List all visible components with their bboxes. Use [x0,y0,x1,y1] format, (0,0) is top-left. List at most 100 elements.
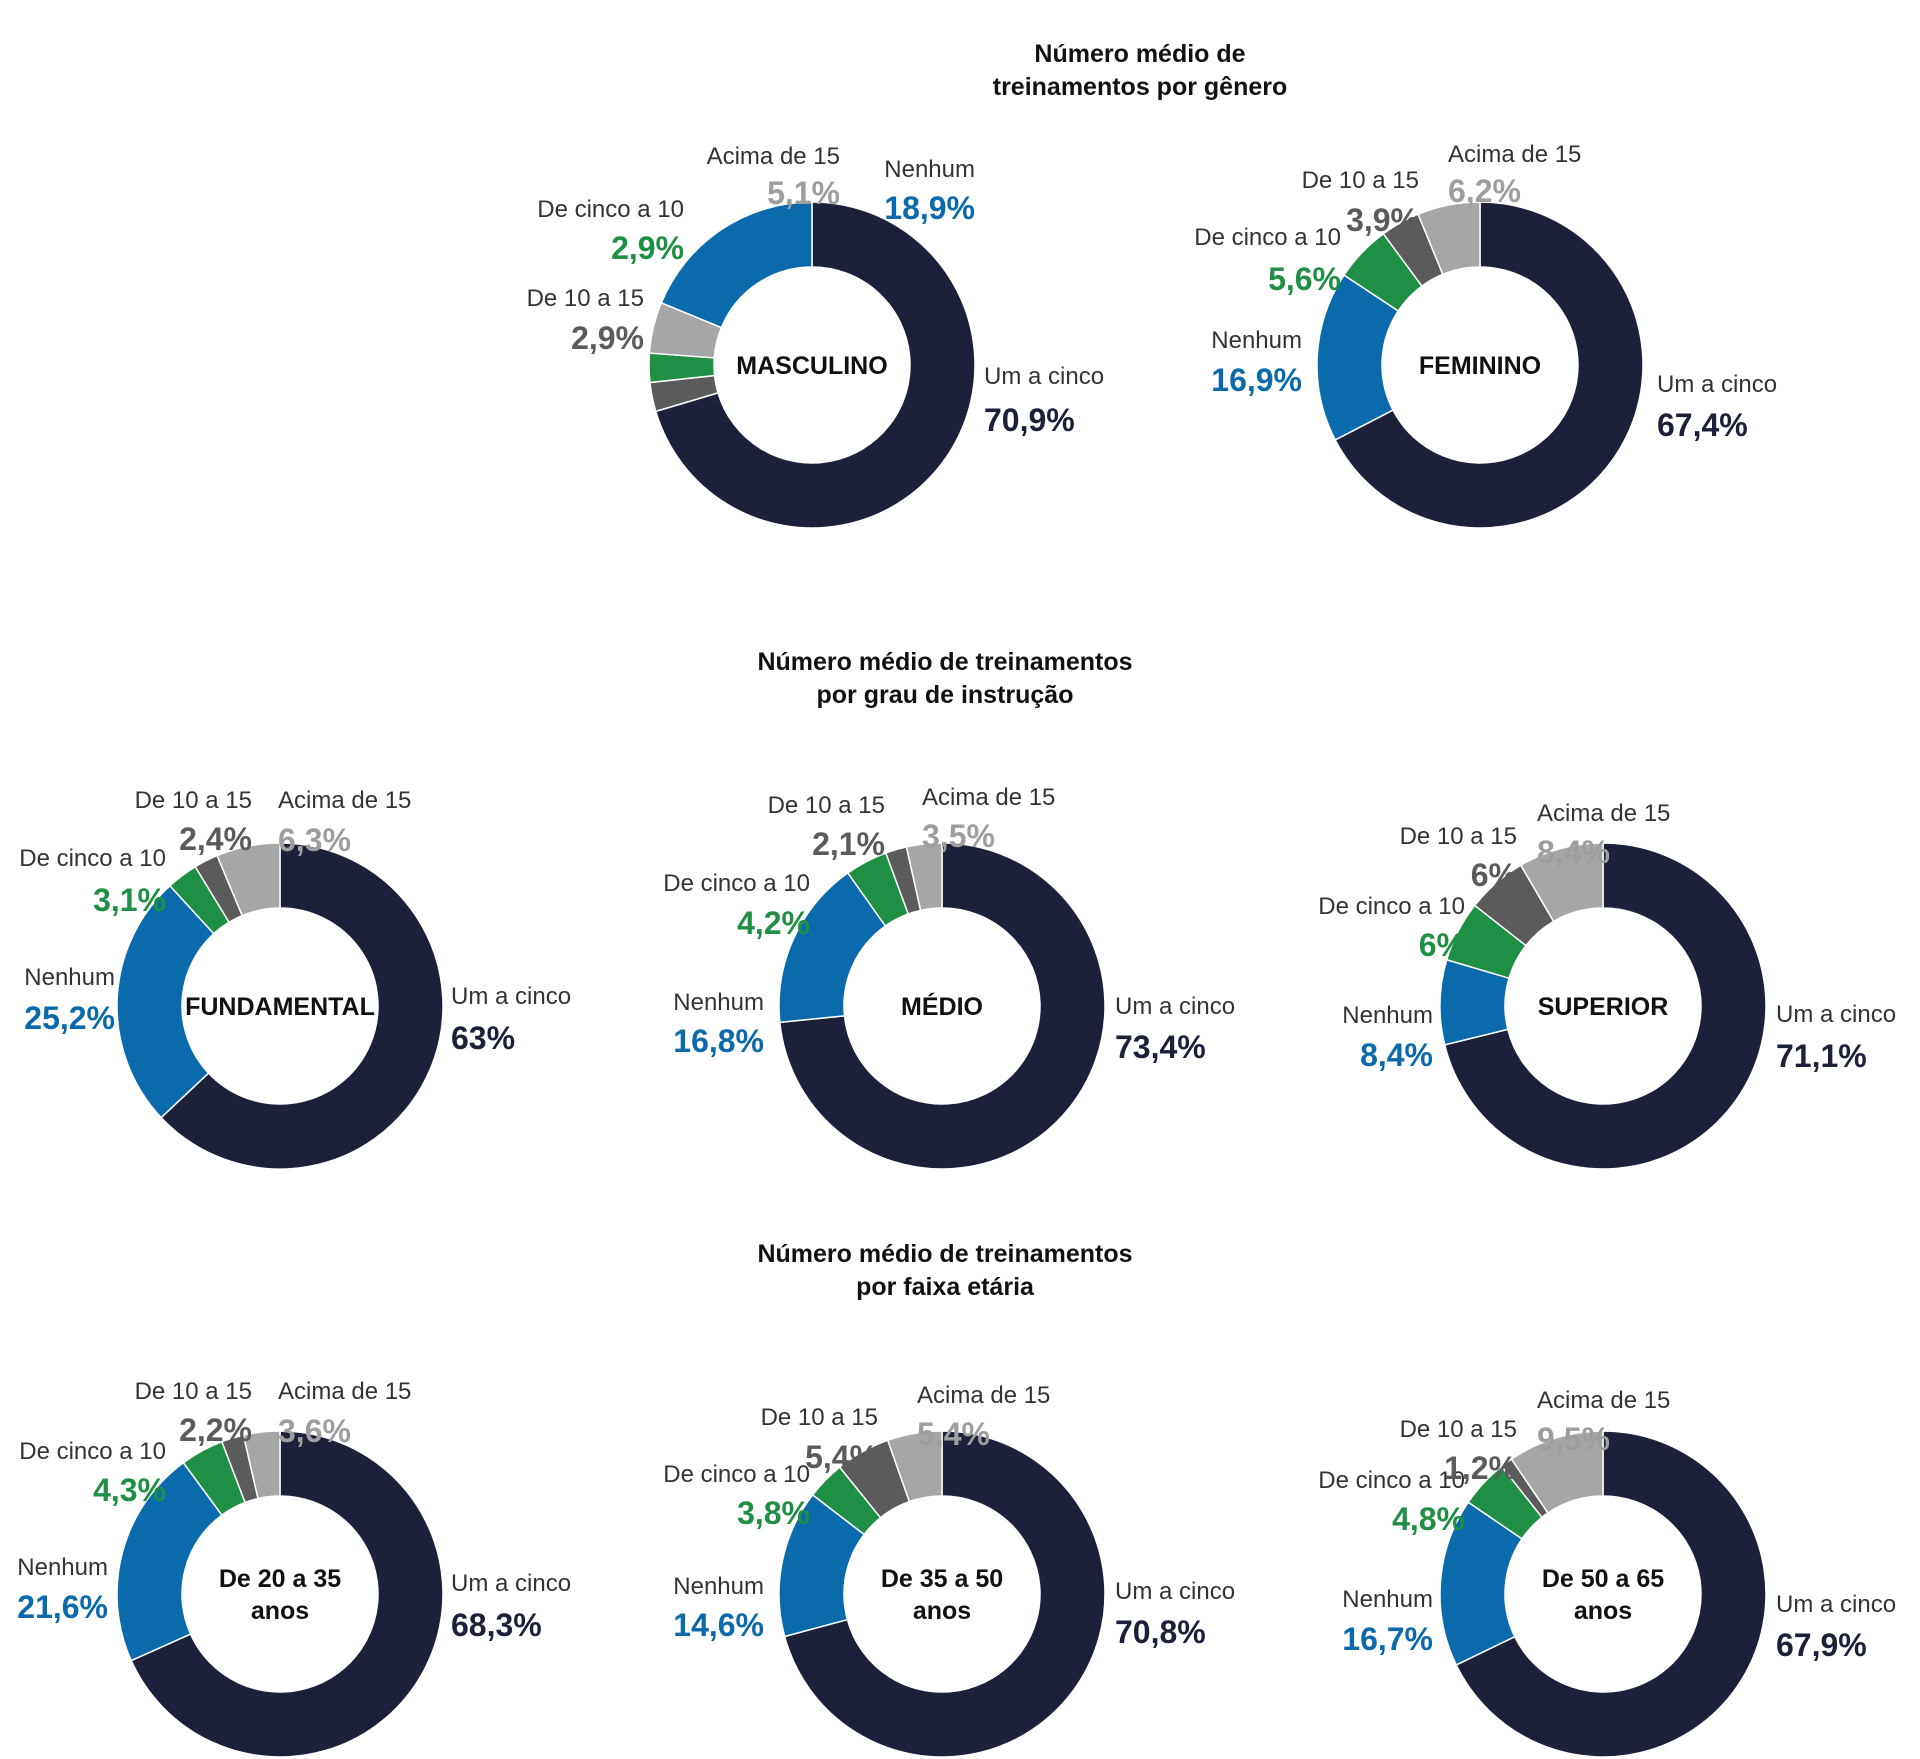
slice-label-de-cinco-a-10: De cinco a 10 [663,1461,810,1488]
donut-chart-de-20-a-35-anos: De 20 a 35 anos Um a cinco 68,3% Nenhum 21,6%… [17,1378,571,1758]
center-label: SUPERIOR [1538,993,1669,1021]
slice-nenhum [116,884,215,1119]
donut-chart-medio: MÉDIO Um a cinco 73,4% Nenhum 16,8% De cinco … [663,784,1235,1170]
slice-pct-um-a-cinco: 67,9% [1776,1627,1867,1663]
slice-um-a-cinco [654,201,976,529]
slice-pct-de-cinco-a-10: 4,8% [1392,1501,1465,1537]
slice-pct-de-cinco-a-10: 3,1% [93,882,166,918]
slice-pct-de-10-a-15: 6% [1471,857,1517,893]
slice-pct-nenhum: 16,8% [673,1023,764,1059]
slice-label-acima-de-15: Acima de 15 [917,1382,1050,1409]
center-label: FUNDAMENTAL [185,993,375,1021]
slice-label-de-10-a-15: De 10 a 15 [527,285,644,312]
slice-label-acima-de-15: Acima de 15 [707,143,840,170]
slice-acima-de-15 [905,842,943,912]
slice-label-nenhum: Nenhum [673,989,764,1016]
slice-pct-de-10-a-15: 2,9% [571,320,644,356]
center-label: anos [1574,1597,1632,1625]
slice-label-acima-de-15: Acima de 15 [278,787,411,814]
slice-pct-um-a-cinco: 70,9% [984,402,1075,438]
section-title-faixa-etaria: Número médio de treinamentos por faixa e… [595,1238,1295,1304]
slice-pct-acima-de-15: 9,5% [1537,1421,1610,1457]
center-label: De 50 a 65 [1542,1565,1664,1593]
slice-acima-de-15 [1417,201,1481,276]
slice-label-nenhum: Nenhum [1342,1586,1433,1613]
slice-um-a-cinco [130,1430,444,1758]
slice-pct-de-10-a-15: 5,4% [805,1439,878,1475]
slice-pct-de-cinco-a-10: 5,6% [1268,261,1341,297]
slice-acima-de-15 [886,1430,943,1503]
slice-label-um-a-cinco: Um a cinco [1776,1001,1896,1028]
slice-label-nenhum: Nenhum [17,1554,108,1581]
slice-label-de-10-a-15: De 10 a 15 [761,1404,878,1431]
slice-pct-acima-de-15: 3,6% [278,1413,351,1449]
slice-pct-um-a-cinco: 71,1% [1776,1038,1867,1074]
slice-label-de-10-a-15: De 10 a 15 [135,1378,252,1405]
slice-label-um-a-cinco: Um a cinco [984,363,1104,390]
slice-pct-nenhum: 16,9% [1211,362,1302,398]
slice-label-acima-de-15: Acima de 15 [1448,141,1581,168]
slice-label-de-10-a-15: De 10 a 15 [1400,823,1517,850]
slice-pct-um-a-cinco: 73,4% [1115,1029,1206,1065]
donut-chart-de-50-a-65-anos: De 50 a 65 anos Um a cinco 67,9% Nenhum 16,7%… [1318,1387,1896,1758]
slice-pct-de-10-a-15: 2,2% [179,1412,252,1448]
slice-label-nenhum: Nenhum [1342,1002,1433,1029]
slice-pct-um-a-cinco: 70,8% [1115,1614,1206,1650]
slice-pct-acima-de-15: 5,4% [917,1416,990,1452]
slice-um-a-cinco [1443,842,1767,1170]
section-title-line: por faixa etária [856,1273,1034,1301]
slice-pct-nenhum: 21,6% [17,1589,108,1625]
donut-chart-de-35-a-50-anos: De 35 a 50 anos Um a cinco 70,8% Nenhum 14,6%… [663,1382,1235,1758]
slice-label-nenhum: Nenhum [1211,327,1302,354]
center-label: anos [913,1597,971,1625]
slice-label-um-a-cinco: Um a cinco [1776,1591,1896,1618]
slice-label-acima-de-15: Acima de 15 [922,784,1055,811]
slice-nenhum [660,201,813,329]
slice-pct-de-cinco-a-10: 3,8% [737,1495,810,1531]
slice-pct-acima-de-15: 6,2% [1448,173,1521,209]
slice-pct-de-cinco-a-10: 6% [1419,927,1465,963]
donut-chart-superior: SUPERIOR Um a cinco 71,1% Nenhum 8,4% De cinc… [1318,800,1896,1170]
slice-pct-acima-de-15: 3,5% [922,818,995,854]
slice-label-de-10-a-15: De 10 a 15 [135,787,252,814]
slice-pct-acima-de-15: 8,4% [1537,834,1610,870]
slice-label-um-a-cinco: Um a cinco [1115,993,1235,1020]
slice-pct-nenhum: 14,6% [673,1607,764,1643]
slice-pct-nenhum: 8,4% [1360,1037,1433,1073]
slice-um-a-cinco [160,842,444,1170]
slice-label-nenhum: Nenhum [673,1573,764,1600]
slice-label-nenhum: Nenhum [884,156,975,183]
slice-pct-de-10-a-15: 2,4% [179,821,252,857]
slice-acima-de-15 [216,842,281,917]
slice-label-um-a-cinco: Um a cinco [1115,1578,1235,1605]
slice-label-um-a-cinco: Um a cinco [451,983,571,1010]
slice-label-um-a-cinco: Um a cinco [451,1570,571,1597]
slice-pct-de-10-a-15: 3,9% [1346,202,1419,238]
slice-label-de-cinco-a-10: De cinco a 10 [1318,893,1465,920]
slice-pct-nenhum: 16,7% [1342,1621,1433,1657]
center-label: MÉDIO [901,992,983,1021]
slice-acima-de-15 [1510,1430,1604,1514]
slice-label-de-cinco-a-10: De cinco a 10 [1194,224,1341,251]
slice-pct-um-a-cinco: 67,4% [1657,407,1748,443]
slice-pct-nenhum: 25,2% [24,1000,115,1036]
donut-chart-masculino: MASCULINO Um a cinco 70,9% De 10 a 15 2,9% De… [527,143,1104,529]
slice-pct-de-10-a-15: 2,1% [812,826,885,862]
slice-um-a-cinco [778,842,1106,1170]
center-label: anos [251,1597,309,1625]
slice-label-de-cinco-a-10: De cinco a 10 [537,196,684,223]
slice-label-acima-de-15: Acima de 15 [1537,800,1670,827]
slice-label-de-10-a-15: De 10 a 15 [1302,167,1419,194]
section-title-line: Número médio de [1034,40,1246,68]
slice-pct-acima-de-15: 6,3% [278,822,351,858]
center-label: MASCULINO [736,352,887,380]
slice-pct-um-a-cinco: 68,3% [451,1607,542,1643]
slice-label-de-10-a-15: De 10 a 15 [1400,1416,1517,1443]
section-title-genero: Número médio de treinamentos por gênero [790,38,1490,104]
slice-label-de-cinco-a-10: De cinco a 10 [663,870,810,897]
slice-um-a-cinco [1455,1430,1767,1758]
slice-acima-de-15 [1519,842,1604,923]
section-title-line: Número médio de treinamentos [757,648,1133,676]
